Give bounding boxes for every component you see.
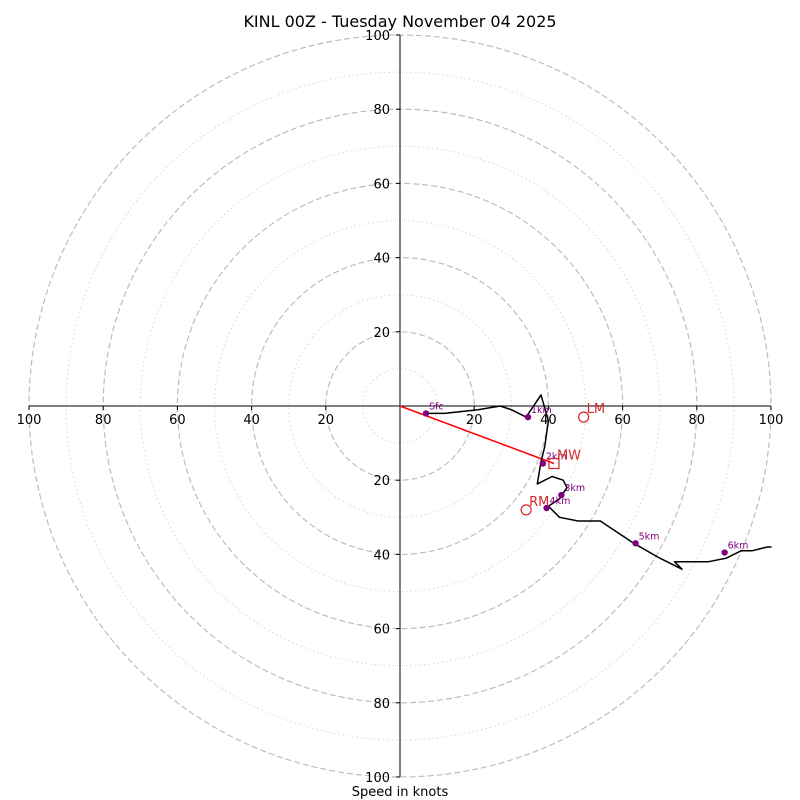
y-tick-label: 80 xyxy=(373,103,390,118)
storm-motion-label: RM xyxy=(529,495,549,510)
y-tick-label: 20 xyxy=(373,326,390,341)
height-marker-label: 6km xyxy=(728,541,749,552)
x-tick-label: 20 xyxy=(466,413,483,428)
height-marker-dot xyxy=(543,504,550,512)
y-tick-label: 60 xyxy=(373,623,390,638)
hodograph-trace xyxy=(426,394,772,570)
y-tick-label: 100 xyxy=(365,29,390,44)
height-marker-dot xyxy=(524,413,532,421)
storm-motion-marker-lm xyxy=(578,411,590,423)
height-marker-label: 4km xyxy=(550,496,571,507)
storm-motion-label: LM xyxy=(587,402,605,417)
height-marker-label: Sfc xyxy=(429,401,444,412)
x-axis-label: Speed in knots xyxy=(352,785,449,800)
height-marker-label: 3km xyxy=(564,483,585,494)
chart-title: KINL 00Z - Tuesday November 04 2025 xyxy=(243,12,556,31)
height-marker-label: 5km xyxy=(639,531,660,542)
x-tick-label: 20 xyxy=(318,413,335,428)
storm-motion-markers: LM RM MW xyxy=(520,402,605,516)
height-marker-label: 1km xyxy=(531,405,552,416)
x-tick-label: 40 xyxy=(243,413,260,428)
y-tick-label: 100 xyxy=(365,771,390,786)
height-markers: Sfc 1km 2km 3km 4km 5km 6km xyxy=(422,401,749,556)
x-tick-label: 80 xyxy=(95,413,112,428)
x-tick-label: 80 xyxy=(689,413,706,428)
height-marker-dot xyxy=(721,549,728,556)
height-marker-dot xyxy=(539,460,547,467)
x-tick-label: 100 xyxy=(759,413,784,428)
height-marker-dot xyxy=(632,540,639,547)
height-marker-dot xyxy=(422,410,430,417)
x-tick-label: 60 xyxy=(169,413,186,428)
height-marker-dot xyxy=(558,491,565,499)
y-tick-label: 20 xyxy=(373,474,390,489)
x-tick-label: 100 xyxy=(17,413,42,428)
storm-motion-marker-mw xyxy=(548,457,560,470)
storm-motion-marker-rm xyxy=(520,504,532,516)
y-tick-label: 60 xyxy=(373,177,390,192)
height-marker-label: 2km xyxy=(546,452,567,463)
y-tick-label: 80 xyxy=(373,697,390,712)
storm-motion-label: MW xyxy=(557,449,581,464)
tick-labels: 100 80 60 40 20 20 40 60 80 100204060801002040608… xyxy=(17,29,784,786)
hodograph-trace-layer xyxy=(426,394,772,570)
x-tick-label: 60 xyxy=(614,413,631,428)
y-tick-label: 40 xyxy=(373,548,390,563)
y-tick-label: 40 xyxy=(373,252,390,267)
